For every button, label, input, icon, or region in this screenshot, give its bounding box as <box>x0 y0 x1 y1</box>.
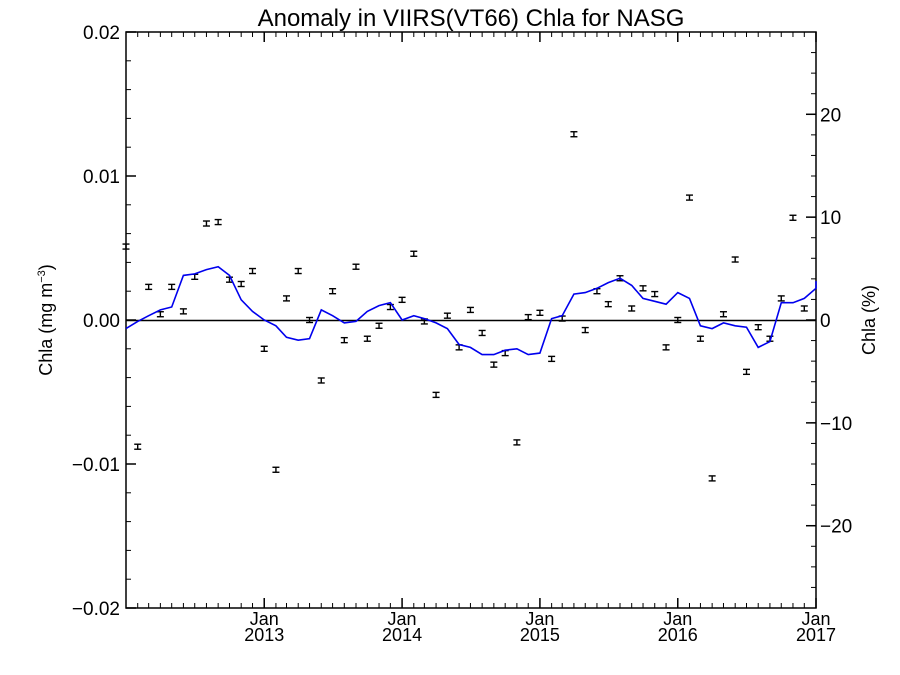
data-point <box>260 345 268 352</box>
data-point <box>674 316 682 324</box>
data-point <box>524 313 532 321</box>
chart-title: Anomaly in VIIRS(VT66) Chla for NASG <box>258 5 685 32</box>
data-point <box>398 296 406 304</box>
right-tick-label: 20 <box>820 105 841 126</box>
data-point <box>743 368 751 376</box>
left-tick-label: −0.01 <box>72 455 120 476</box>
y-axis-label-left-base: Chla (mg m <box>36 283 56 376</box>
data-point <box>363 335 371 342</box>
data-point <box>548 355 556 363</box>
data-point <box>168 283 176 291</box>
data-point <box>708 475 716 482</box>
data-point <box>134 443 142 450</box>
data-point <box>536 309 544 316</box>
data-point <box>122 243 130 250</box>
data-point <box>317 377 325 384</box>
data-point <box>145 283 153 291</box>
data-point <box>731 256 739 263</box>
scatter-series <box>122 131 808 482</box>
data-point <box>490 361 498 368</box>
data-point <box>202 220 210 227</box>
data-point <box>466 306 474 314</box>
data-point <box>214 218 222 226</box>
data-point <box>410 250 418 257</box>
left-tick-label: 0.00 <box>83 311 120 332</box>
data-point <box>800 305 808 312</box>
x-tick-year: 2013 <box>244 625 284 645</box>
data-point <box>352 263 360 270</box>
x-tick-year: 2017 <box>796 625 836 645</box>
y-axis-label-left-close: ) <box>36 264 56 270</box>
data-point <box>237 280 245 288</box>
right-axis: 20 10 0 −10 −20 <box>806 31 852 609</box>
data-point <box>604 300 612 308</box>
x-tick-month: Jan <box>801 609 830 629</box>
data-point <box>432 391 440 399</box>
data-point <box>628 305 636 312</box>
right-tick-label: −20 <box>820 517 852 538</box>
data-point <box>272 466 280 473</box>
data-point <box>179 308 187 315</box>
left-axis: 0.02 0.01 0.00 −0.01 −0.02 <box>72 23 136 620</box>
data-point <box>513 439 521 446</box>
data-point <box>639 285 647 292</box>
data-point <box>156 311 164 318</box>
data-point <box>249 267 257 275</box>
y-axis-label-right: Chla (%) <box>859 285 879 355</box>
data-point <box>375 322 383 329</box>
data-point <box>651 290 659 298</box>
data-point <box>789 214 797 221</box>
data-point <box>662 344 670 351</box>
anomaly-line <box>125 265 817 356</box>
left-tick-label: 0.01 <box>83 167 120 188</box>
data-point <box>283 295 291 302</box>
data-point <box>719 311 727 318</box>
x-tick-month: Jan <box>250 609 279 629</box>
data-point <box>570 131 578 138</box>
right-tick-label: −10 <box>820 414 852 435</box>
right-tick-label: 10 <box>820 208 841 229</box>
data-point <box>581 326 589 334</box>
data-point <box>329 288 337 295</box>
data-point <box>777 295 785 302</box>
data-point <box>386 303 394 311</box>
left-tick-label: −0.02 <box>72 599 120 620</box>
x-tick-year: 2016 <box>658 625 698 645</box>
data-point <box>191 273 199 280</box>
data-point <box>478 329 486 337</box>
data-point <box>696 335 704 342</box>
left-tick-label: 0.02 <box>83 23 120 44</box>
data-point <box>685 194 693 201</box>
x-tick-month: Jan <box>525 609 554 629</box>
y-axis-label-left-exponent: −3 <box>36 270 48 283</box>
x-tick-year: 2015 <box>520 625 560 645</box>
y-axis-label-left: Chla (mg m−3) <box>36 264 56 376</box>
data-point <box>306 316 314 324</box>
data-point <box>294 267 302 275</box>
data-point <box>754 324 762 331</box>
x-tick-month: Jan <box>388 609 417 629</box>
right-tick-label: 0 <box>820 311 831 332</box>
data-point <box>443 312 451 319</box>
x-tick-year: 2014 <box>382 625 422 645</box>
data-point <box>340 336 348 344</box>
x-tick-month: Jan <box>663 609 692 629</box>
